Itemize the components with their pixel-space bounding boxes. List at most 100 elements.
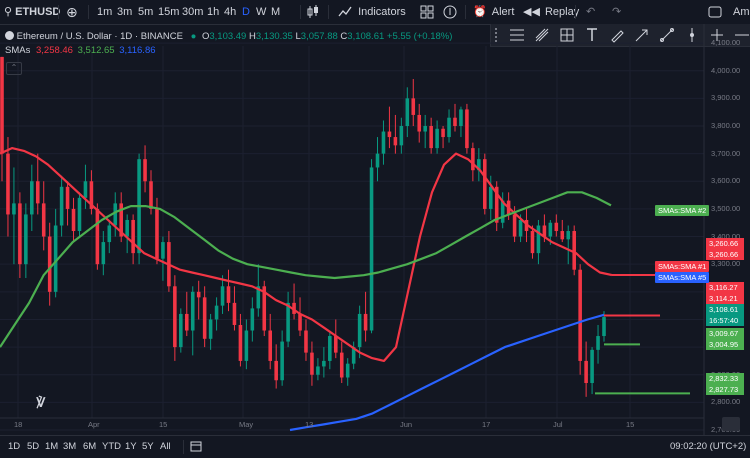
- account-label[interactable]: Ama: [733, 6, 750, 18]
- candle-body: [268, 330, 273, 361]
- tradingview-logo-icon[interactable]: ℣: [36, 395, 46, 410]
- price-tag: 3,260.66: [706, 238, 744, 249]
- range-1M[interactable]: 1M: [45, 441, 59, 452]
- clock[interactable]: 09:02:20 (UTC+2): [670, 441, 747, 452]
- interval-W[interactable]: W: [256, 6, 267, 18]
- candle-style-icon[interactable]: [307, 0, 319, 24]
- pitchfork-icon[interactable]: [534, 27, 550, 43]
- layout-icon[interactable]: [708, 0, 722, 24]
- range-YTD[interactable]: YTD: [102, 441, 121, 452]
- candle-body: [483, 159, 487, 209]
- range-5D[interactable]: 5D: [27, 441, 40, 452]
- interval-1m[interactable]: 1m: [97, 6, 113, 18]
- candle-body: [542, 225, 547, 237]
- text-tool-icon[interactable]: [584, 27, 600, 43]
- price-label: 3,600.00: [711, 176, 741, 186]
- candle-body: [423, 126, 427, 132]
- range-All[interactable]: All: [160, 441, 171, 452]
- time-label: Jun: [400, 420, 413, 429]
- market-status-dot: ●: [190, 31, 197, 42]
- brush-icon[interactable]: [609, 27, 625, 43]
- candle-body: [262, 286, 267, 331]
- sma2-line: [0, 191, 612, 348]
- interval-D[interactable]: D: [242, 6, 250, 18]
- interval-1h[interactable]: 1h: [207, 6, 220, 18]
- candle-body: [584, 360, 588, 384]
- replay-button[interactable]: ◀◀ Replay: [523, 0, 579, 24]
- redo-icon[interactable]: ↷: [612, 6, 622, 18]
- candle-body: [405, 98, 410, 127]
- interval-3m[interactable]: 3m: [117, 6, 133, 18]
- series-label[interactable]: SMAs:SMA #5: [655, 272, 710, 283]
- alarm-clock-icon: ⏰: [473, 6, 487, 18]
- interval-5m[interactable]: 5m: [138, 6, 154, 18]
- collapse-legend-icon[interactable]: ⌃: [6, 62, 22, 75]
- templates-icon[interactable]: [420, 0, 434, 24]
- time-label: 18: [14, 420, 23, 429]
- candle-body: [214, 305, 219, 320]
- candle-body: [101, 242, 106, 265]
- candle-body: [512, 214, 517, 237]
- indicators-button[interactable]: Indicators: [338, 0, 406, 24]
- candle-body: [250, 308, 255, 331]
- candle-body: [417, 114, 422, 132]
- interval-30m[interactable]: 30m: [182, 6, 204, 18]
- candle-body: [399, 126, 404, 146]
- candle-body: [310, 352, 314, 375]
- series-label[interactable]: SMAs:SMA #1: [655, 261, 710, 272]
- price-tag: 3,260.66: [706, 249, 744, 260]
- drag-handle[interactable]: [495, 28, 501, 42]
- close-label: C: [340, 31, 348, 42]
- trend-line-icon[interactable]: [659, 27, 675, 43]
- candle-body: [536, 225, 541, 254]
- arrow-tool-icon[interactable]: [634, 27, 650, 43]
- bottom-toolbar: 1D 5D 1M 3M 6M YTD 1Y 5Y All 09:02:20 (UTC+2): [0, 435, 750, 458]
- candle-body: [322, 360, 326, 367]
- interval-15m[interactable]: 15m: [158, 6, 180, 18]
- divider: [575, 5, 576, 19]
- interval-4h[interactable]: 4h: [224, 6, 237, 18]
- candle-body: [89, 181, 94, 209]
- price-tag: 2,827.73: [706, 384, 744, 395]
- sma-legend[interactable]: SMAs 3,258.46 3,512.65 3,116.86: [5, 45, 156, 56]
- price-label: 3,700.00: [711, 148, 741, 158]
- projection-icon[interactable]: [559, 27, 575, 43]
- candle-body: [232, 302, 237, 325]
- range-1Y[interactable]: 1Y: [125, 441, 137, 452]
- candle-body: [500, 200, 505, 223]
- vertical-line-icon[interactable]: [684, 27, 700, 43]
- candle-body: [393, 137, 398, 146]
- candle-body: [357, 313, 362, 348]
- candle-body: [71, 208, 76, 232]
- candle-body: [155, 208, 159, 259]
- candle-body: [381, 131, 386, 154]
- candle-body: [602, 317, 606, 337]
- candle-body: [95, 208, 100, 265]
- horizontal-line-icon[interactable]: [734, 27, 750, 43]
- price-chart[interactable]: [0, 0, 750, 435]
- symbol-search[interactable]: ⚲ ETHUSD: [4, 0, 60, 24]
- sma1-line: [0, 147, 613, 362]
- price-label: 4,000.00: [711, 65, 741, 75]
- range-1D[interactable]: 1D: [8, 441, 21, 452]
- compare-add-icon[interactable]: ⊕: [66, 4, 78, 20]
- interval-M[interactable]: M: [271, 6, 281, 18]
- undo-icon[interactable]: ↶: [586, 6, 596, 18]
- range-3M[interactable]: 3M: [63, 441, 77, 452]
- candle-body: [280, 341, 284, 381]
- crosshair-icon[interactable]: [709, 27, 725, 43]
- settings-gear-icon[interactable]: [722, 417, 740, 431]
- candle-body: [345, 363, 350, 378]
- alert-button[interactable]: ⏰ Alert: [473, 0, 514, 24]
- sma-label: SMAs: [5, 45, 31, 56]
- hotlist-icon[interactable]: [443, 0, 457, 24]
- candle-body: [179, 313, 183, 348]
- close-value: 3,108.61: [347, 31, 385, 42]
- low-label: L: [295, 31, 301, 42]
- fib-icon[interactable]: [509, 27, 525, 43]
- sma2-value: 3,512.65: [77, 45, 115, 56]
- range-6M[interactable]: 6M: [83, 441, 97, 452]
- range-5Y[interactable]: 5Y: [142, 441, 154, 452]
- series-label[interactable]: SMAs:SMA #2: [655, 205, 710, 216]
- calendar-icon[interactable]: [190, 436, 202, 458]
